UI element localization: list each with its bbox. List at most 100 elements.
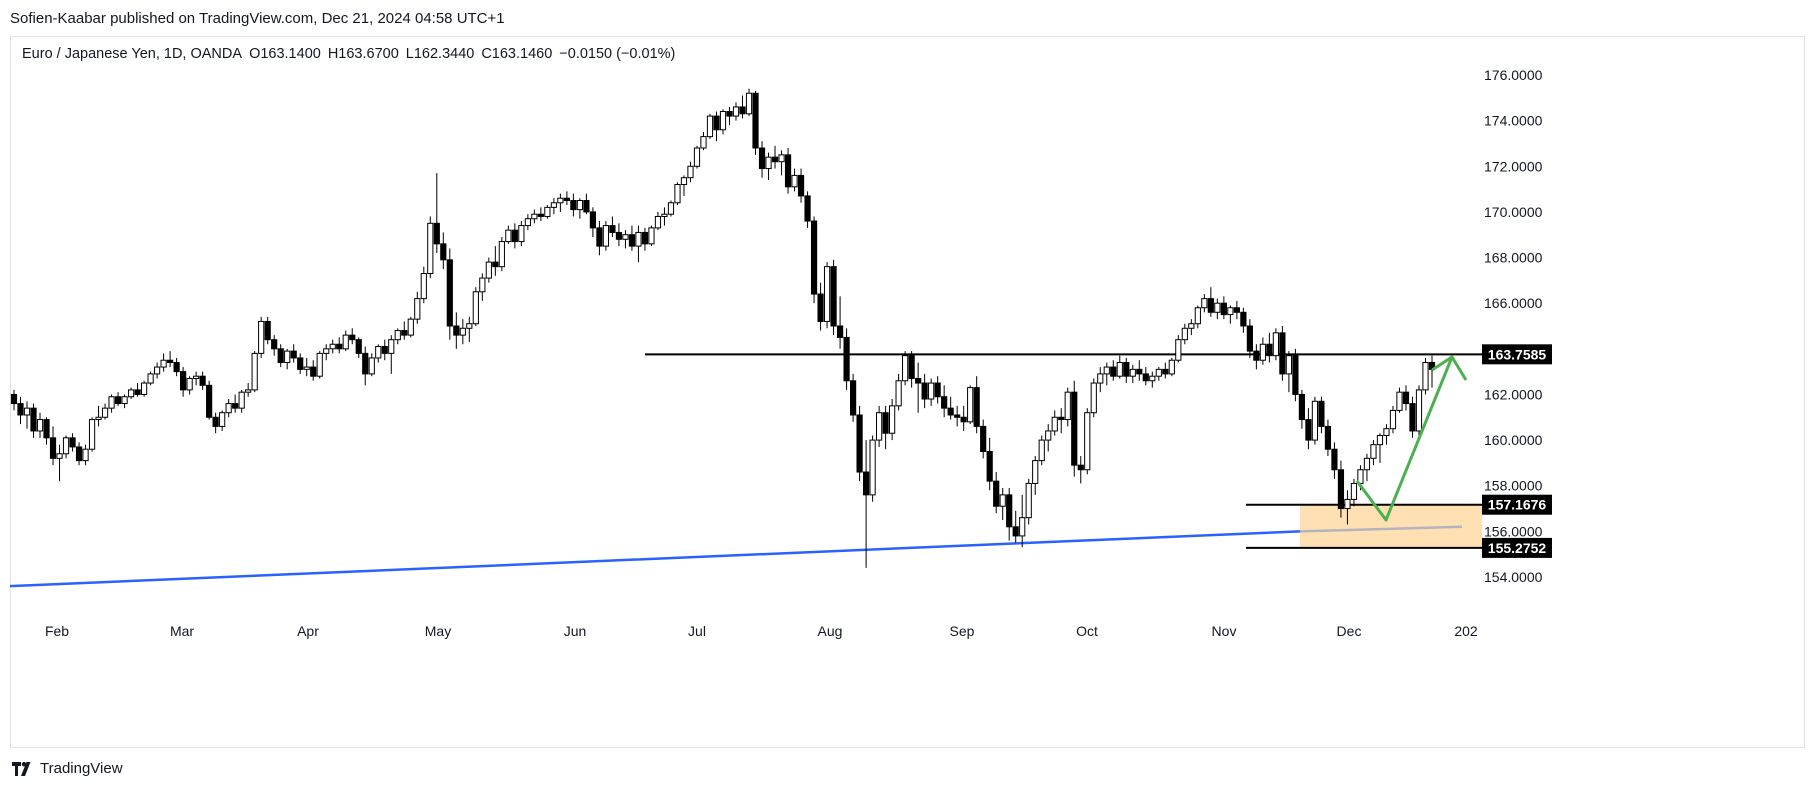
candle-down (290, 350, 297, 359)
candle-up (245, 389, 252, 393)
candle-down (1409, 403, 1416, 432)
candle-up (876, 412, 883, 441)
candle-down (17, 403, 24, 416)
candle-down (641, 231, 649, 245)
candle-up (193, 375, 200, 379)
rising-trendline (9, 530, 1301, 588)
candle-up (1181, 327, 1188, 341)
candle-up (101, 407, 109, 418)
y-tick-label: 156.0000 (1484, 523, 1543, 539)
candle-up (889, 405, 896, 434)
candle-down (1246, 325, 1253, 352)
candle-up (56, 453, 63, 459)
candle-up (823, 266, 831, 322)
candle-up (700, 136, 707, 149)
candle-up (1415, 389, 1423, 432)
candle-down (1233, 307, 1240, 313)
candle-up (1396, 391, 1403, 411)
candle-down (1077, 464, 1084, 471)
candle-down (954, 414, 961, 418)
candle-up (693, 147, 701, 167)
candle-up (36, 419, 44, 432)
candle-up (1168, 359, 1175, 375)
price-label: 163.7585 (1488, 346, 1547, 362)
candle-up (654, 215, 662, 229)
legend-change: −0.0150 (−0.01%) (559, 46, 676, 62)
candle-up (550, 202, 557, 208)
candle-up (1116, 362, 1123, 377)
candle-up (1084, 412, 1091, 471)
y-tick-label: 168.0000 (1484, 250, 1543, 266)
candle-down (849, 380, 857, 416)
candle-down (381, 346, 388, 354)
candle-down (537, 213, 544, 217)
candle-down (934, 382, 941, 398)
candle-up (82, 448, 89, 462)
candle-down (1123, 362, 1130, 377)
x-tick-label: Jul (688, 623, 706, 639)
candle-down (310, 366, 317, 377)
candle-down (75, 446, 83, 462)
candle-up (147, 373, 154, 384)
candle-up (251, 352, 258, 391)
candle-up (869, 439, 876, 496)
candle-down (804, 195, 811, 222)
candle-up (284, 350, 291, 364)
candle-down (960, 416, 967, 423)
candle-up (485, 261, 492, 279)
candle-down (1240, 311, 1247, 327)
candle-up (258, 320, 265, 354)
publisher-line: Sofien-Kaabar published on TradingView.c… (10, 10, 505, 27)
candle-up (140, 382, 148, 395)
x-tick-label: Mar (170, 623, 194, 639)
candle-down (856, 414, 863, 473)
candle-down (1207, 298, 1214, 313)
candle-down (726, 111, 733, 117)
candle-up (186, 377, 193, 391)
candle-up (121, 396, 128, 405)
candle-down (232, 403, 239, 409)
candle-up (765, 156, 772, 170)
candle-down (297, 357, 304, 370)
candle-up (557, 197, 564, 204)
x-tick-label: Aug (818, 623, 843, 639)
tradingview-brand[interactable]: TradingView (12, 760, 123, 777)
candle-up (1272, 332, 1279, 357)
candle-down (277, 348, 284, 364)
candle-up (505, 229, 512, 243)
y-tick-label: 174.0000 (1484, 113, 1543, 129)
x-tick-label: Feb (45, 623, 69, 639)
candle-up (1038, 439, 1045, 462)
tradingview-label: TradingView (40, 760, 123, 777)
legend-high: H163.6700 (327, 46, 399, 62)
legend-open: O163.1400 (249, 46, 321, 62)
candle-down (863, 471, 870, 496)
candle-down (941, 396, 948, 409)
candle-down (49, 437, 57, 459)
candle-up (902, 355, 909, 382)
y-tick-label: 158.0000 (1484, 478, 1543, 494)
candle-down (1292, 355, 1299, 395)
price-label-box (1482, 494, 1552, 515)
candle-down (921, 382, 928, 400)
candle-up (1097, 373, 1104, 384)
candle-down (433, 222, 440, 245)
candle-down (583, 199, 590, 213)
candle-down (355, 339, 362, 354)
candle-up (1155, 368, 1162, 377)
x-tick-label: May (425, 623, 451, 639)
candle-up (895, 380, 902, 407)
candle-down (1006, 494, 1013, 528)
candle-up (1188, 323, 1195, 329)
candle-up (706, 115, 714, 138)
candle-down (1110, 366, 1117, 377)
candle-down (336, 343, 343, 350)
candle-down (362, 352, 369, 375)
candle-down (1402, 391, 1410, 405)
y-tick-label: 162.0000 (1484, 386, 1543, 402)
candle-down (1220, 302, 1227, 316)
candle-down (570, 199, 577, 211)
candle-down (1142, 373, 1149, 382)
tradingview-logo-icon (12, 761, 31, 776)
